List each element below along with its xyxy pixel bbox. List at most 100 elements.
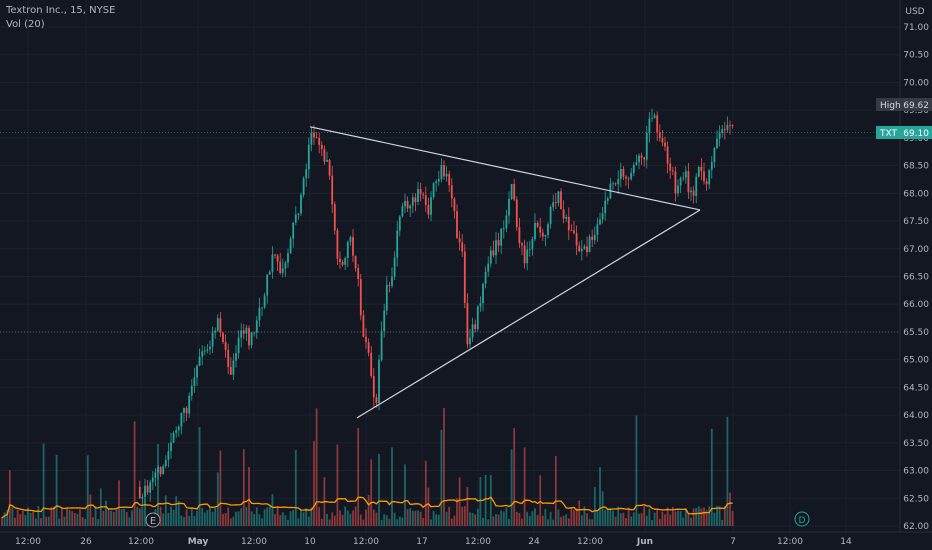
- volume-bar: [193, 516, 196, 526]
- volume-bar: [349, 513, 352, 526]
- candle-body: [414, 197, 417, 202]
- candle-body: [146, 485, 149, 493]
- time-tick-label: 10: [304, 537, 316, 547]
- volume-bar: [640, 513, 643, 526]
- candle-body: [190, 385, 193, 396]
- volume-bar: [414, 510, 417, 526]
- volume-bar: [669, 514, 672, 526]
- volume-bar: [385, 515, 388, 526]
- candle-body: [313, 132, 315, 138]
- volume-bar: [300, 509, 302, 526]
- candle-body: [318, 138, 321, 145]
- volume-bar: [58, 518, 61, 526]
- candle-body: [687, 171, 690, 193]
- volume-bar: [190, 507, 193, 526]
- candle-body: [227, 349, 230, 367]
- time-tick-label: 12:00: [465, 537, 491, 547]
- candle-body: [622, 169, 625, 177]
- volume-bar: [315, 408, 318, 526]
- time-scale[interactable]: 12:00 26 12:00 May 12:00 10 12:00 17 12:00 24 12:0…: [0, 531, 932, 550]
- candle-body: [185, 407, 188, 414]
- candle-body: [721, 128, 724, 133]
- candle-body: [625, 176, 627, 179]
- volume-bar: [11, 507, 14, 526]
- volume-bar: [24, 514, 27, 526]
- candle-body: [344, 257, 347, 265]
- candle-body: [367, 342, 370, 353]
- candle-body: [604, 200, 607, 214]
- price-tick-label: 65.50: [903, 328, 929, 338]
- candle-body: [255, 320, 258, 333]
- candle-body: [201, 351, 204, 357]
- candle-body: [596, 224, 599, 235]
- volume-bars: [1, 408, 734, 526]
- volume-bar: [495, 514, 497, 526]
- candle-body: [505, 215, 508, 229]
- volume-bar: [60, 507, 63, 526]
- time-tick-label: Jun: [636, 537, 653, 547]
- volume-bar: [539, 475, 542, 526]
- candle-body: [427, 205, 430, 215]
- volume-bar: [614, 516, 617, 526]
- trendline-upper[interactable]: [309, 126, 701, 211]
- price-tick-label: 71.00: [903, 23, 929, 33]
- candle-body: [422, 194, 425, 196]
- candle-body: [489, 250, 492, 264]
- candle-body: [315, 137, 318, 139]
- earnings-marker[interactable]: E: [145, 512, 161, 528]
- trendline-lower[interactable]: [356, 209, 701, 419]
- candle-body: [261, 307, 263, 309]
- candle-body: [705, 181, 708, 185]
- candle-body: [562, 209, 565, 219]
- volume-bar: [549, 511, 552, 526]
- candle-body: [671, 170, 674, 172]
- volume-bar: [79, 509, 81, 526]
- volume-bar: [645, 515, 648, 526]
- candle-body: [391, 276, 393, 286]
- candle-body: [648, 118, 651, 133]
- volume-bar: [445, 511, 448, 526]
- volume-bar: [653, 512, 656, 526]
- volume-bar: [661, 511, 664, 526]
- volume-bar: [700, 508, 703, 526]
- volume-bar: [258, 514, 261, 526]
- volume-bar: [336, 444, 339, 526]
- candle-body: [162, 466, 165, 475]
- volume-bar: [344, 506, 347, 526]
- volume-bar: [430, 519, 432, 526]
- candle-body: [456, 211, 458, 239]
- volume-bar: [471, 513, 474, 526]
- candle-body: [573, 230, 575, 234]
- volume-legend: Vol (20): [6, 19, 45, 30]
- candle-body: [729, 124, 731, 126]
- volume-bar: [666, 507, 669, 526]
- candle-body: [684, 171, 687, 178]
- price-tick-label: 68.50: [903, 162, 929, 172]
- candle-body: [320, 144, 323, 150]
- price-tick-label: 66.00: [903, 300, 929, 310]
- candle-body: [240, 330, 243, 338]
- candle-body: [630, 172, 633, 180]
- volume-bar: [55, 454, 58, 526]
- volume-bar: [492, 516, 495, 526]
- volume-bar: [157, 444, 159, 526]
- candle-body: [362, 315, 365, 337]
- volume-bar: [632, 512, 635, 526]
- candle-body: [580, 248, 583, 252]
- candle-body: [674, 171, 677, 194]
- volume-bar: [50, 507, 53, 526]
- dividend-marker[interactable]: D: [794, 511, 810, 527]
- volume-bar: [253, 513, 256, 526]
- volume-bar: [435, 514, 438, 526]
- candle-body: [336, 230, 339, 259]
- candle-body: [469, 337, 471, 345]
- candle-body: [216, 318, 219, 331]
- candle-body: [723, 128, 726, 130]
- price-scale[interactable]: USD 71.0070.5070.0069.5069.0068.5068.006…: [899, 0, 932, 532]
- volume-bar: [97, 519, 100, 526]
- candle-body: [482, 283, 484, 304]
- time-tick-label: 12:00: [15, 537, 41, 547]
- candle-body: [710, 162, 713, 170]
